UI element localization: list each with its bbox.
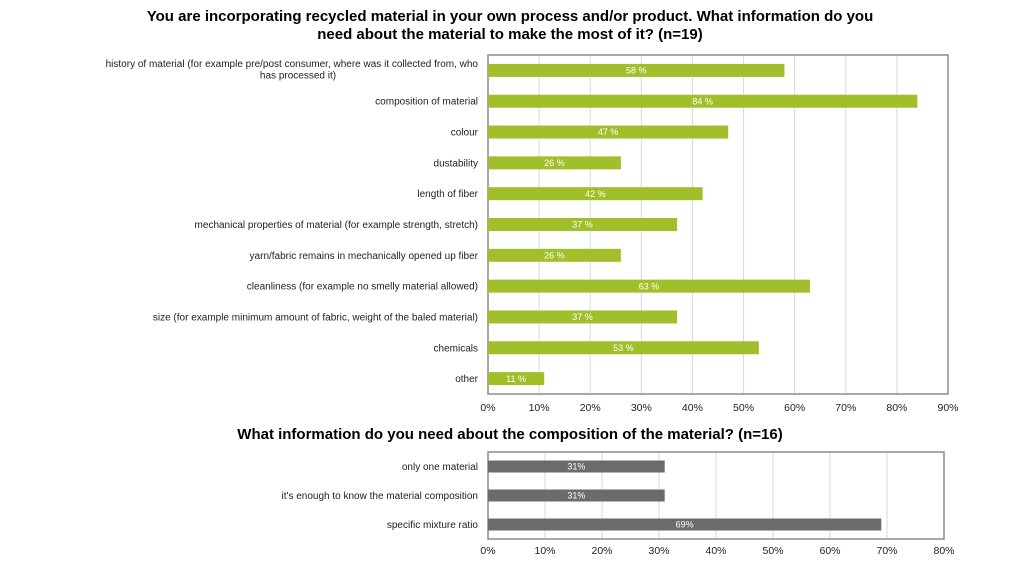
category-label: other [455, 374, 478, 385]
chart-title-1: You are incorporating recycled material … [146, 8, 874, 43]
x-tick-label: 70% [835, 402, 856, 414]
bar [488, 63, 785, 77]
category-label: only one material [402, 462, 478, 473]
category-label: history of material (for example pre/pos… [106, 59, 479, 82]
x-tick-label: 0% [480, 545, 495, 557]
category-label: yarn/fabric remains in mechanically open… [250, 251, 479, 262]
bar [488, 279, 810, 293]
bar [488, 248, 621, 262]
data-label: 31% [567, 462, 585, 472]
data-label: 47 % [598, 127, 619, 137]
x-tick-label: 0% [480, 402, 495, 414]
category-label: it's enough to know the material composi… [282, 491, 478, 502]
data-label: 53 % [613, 343, 634, 353]
bar [488, 218, 678, 231]
data-label: 84 % [692, 96, 713, 106]
x-tick-label: 60% [784, 402, 805, 414]
category-label: chemicals [434, 343, 478, 354]
data-label: 26 % [544, 158, 565, 168]
category-label-line: has processed it) [260, 71, 336, 82]
bar [488, 489, 665, 502]
category-label: composition of material [375, 97, 478, 108]
data-label: 11 % [506, 374, 526, 384]
bar [488, 125, 729, 139]
x-tick-label: 50% [733, 402, 754, 414]
bar [488, 310, 678, 324]
bar [488, 460, 665, 473]
category-label: cleanliness (for example no smelly mater… [247, 282, 478, 293]
data-label: 37 % [572, 312, 593, 322]
data-label: 58 % [626, 66, 647, 76]
chart-1: 0% 10% 20% 30% 40% 50% 60% 70% 80% 90% 58 % history… [106, 54, 959, 414]
category-label: mechanical properties of material (for e… [195, 220, 478, 231]
bar [488, 94, 918, 108]
data-label: 37 % [572, 220, 593, 230]
data-label: 26 % [544, 251, 565, 261]
bar [488, 341, 759, 355]
chart-2: 0% 10% 20% 30% 40% 50% 60% 70% 80% 31% only one ma… [282, 451, 955, 557]
x-tick-label: 80% [933, 545, 954, 557]
data-label: 31% [567, 491, 585, 501]
x-tick-label: 90% [937, 402, 958, 414]
x-tick-label: 30% [631, 402, 652, 414]
category-label: dustability [434, 158, 478, 169]
x-tick-label: 70% [876, 545, 897, 557]
category-label: specific mixture ratio [387, 520, 479, 531]
bar [488, 372, 545, 386]
data-label: 69% [676, 520, 694, 530]
bar [488, 156, 621, 170]
x-tick-label: 30% [648, 545, 669, 557]
x-tick-label: 80% [886, 402, 907, 414]
category-label-line: history of material (for example pre/pos… [106, 59, 479, 70]
x-tick-label: 10% [534, 545, 555, 557]
x-tick-label: 20% [580, 402, 601, 414]
chart-title-2: What information do you need about the c… [237, 426, 783, 443]
x-tick-label: 60% [819, 545, 840, 557]
bar [488, 518, 882, 531]
category-label: colour [451, 128, 479, 139]
x-tick-label: 50% [762, 545, 783, 557]
x-tick-label: 40% [705, 545, 726, 557]
data-label: 42 % [585, 189, 606, 199]
category-label: length of fiber [417, 189, 478, 200]
category-label: size (for example minimum amount of fabr… [153, 312, 478, 323]
data-label: 63 % [639, 281, 660, 291]
x-tick-label: 20% [591, 545, 612, 557]
bar [488, 187, 703, 201]
x-tick-label: 40% [682, 402, 703, 414]
x-tick-label: 10% [529, 402, 550, 414]
